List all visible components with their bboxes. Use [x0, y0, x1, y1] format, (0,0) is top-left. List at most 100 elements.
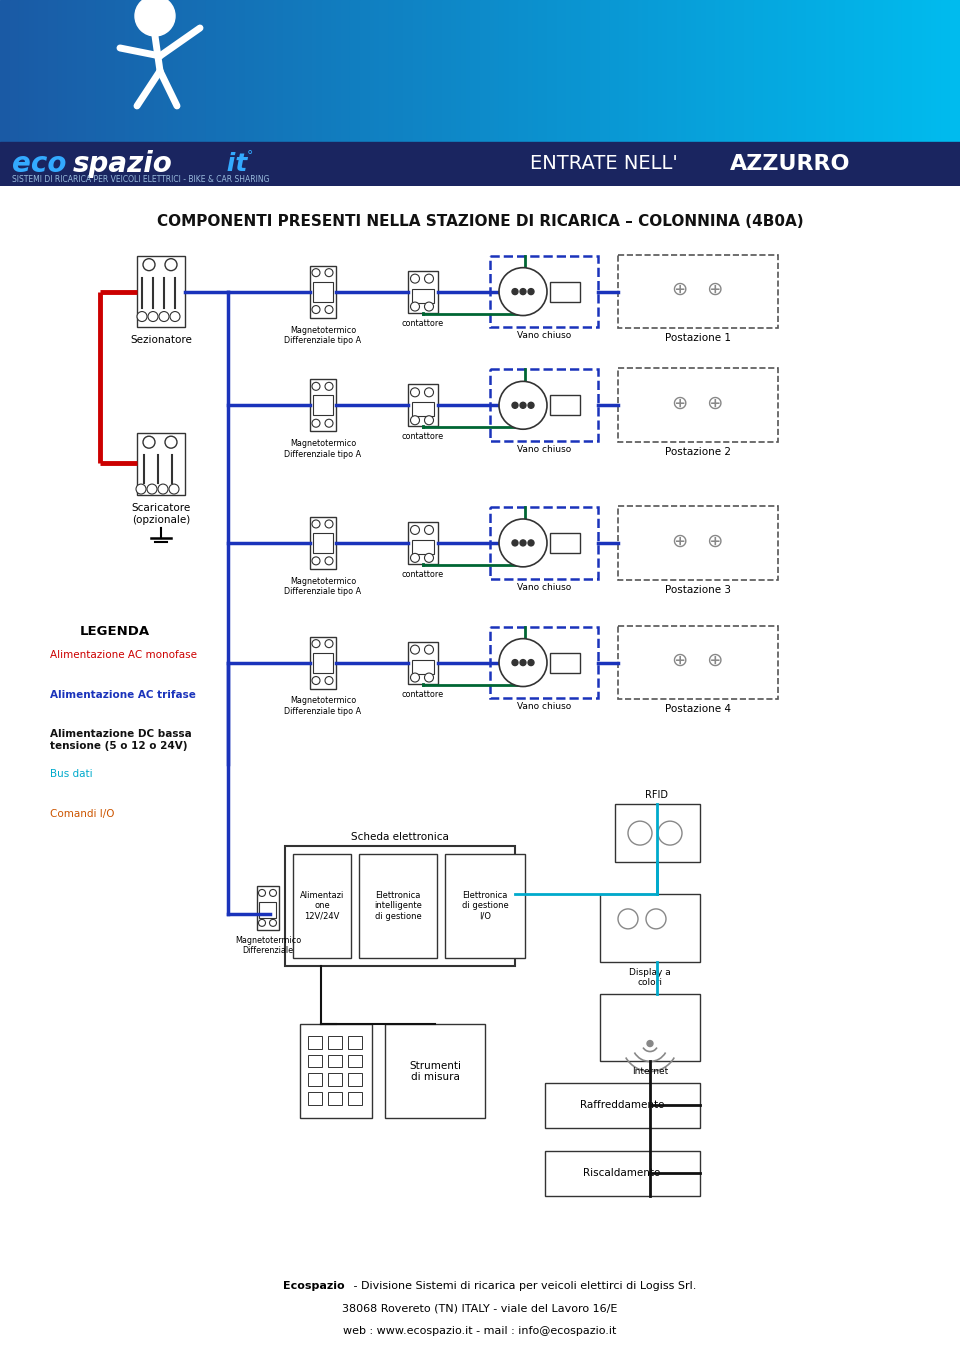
Circle shape — [424, 525, 434, 535]
Circle shape — [312, 419, 320, 427]
Bar — [403, 0, 409, 141]
Circle shape — [499, 381, 547, 430]
Bar — [254, 0, 260, 141]
Circle shape — [258, 889, 266, 897]
Text: Postazione 3: Postazione 3 — [665, 585, 731, 595]
Bar — [130, 0, 135, 141]
Bar — [490, 626, 598, 699]
Bar — [638, 0, 644, 141]
Bar — [91, 0, 97, 141]
Circle shape — [528, 288, 534, 295]
Circle shape — [143, 436, 155, 449]
Bar — [550, 533, 580, 552]
Bar — [302, 0, 308, 141]
Text: - Divisione Sistemi di ricarica per veicoli elettirci di Logiss Srl.: - Divisione Sistemi di ricarica per veic… — [350, 1281, 697, 1292]
Bar — [618, 626, 778, 699]
Bar — [792, 0, 798, 141]
Text: Scaricatore
(opzionale): Scaricatore (opzionale) — [132, 502, 191, 524]
Bar — [326, 0, 332, 141]
Bar — [308, 1036, 322, 1048]
Bar — [682, 0, 687, 141]
Bar — [811, 0, 817, 141]
Bar — [778, 0, 783, 141]
Bar — [269, 0, 275, 141]
Bar — [418, 0, 423, 141]
Bar — [192, 0, 198, 141]
Bar — [365, 0, 371, 141]
Bar — [550, 282, 580, 302]
Bar — [408, 523, 438, 564]
Bar — [211, 0, 217, 141]
Bar — [739, 0, 745, 141]
Bar — [730, 0, 735, 141]
Bar — [490, 369, 598, 442]
Bar — [830, 0, 836, 141]
Text: SISTEMI DI RICARICA PER VEICOLI ELETTRICI - BIKE & CAR SHARING: SISTEMI DI RICARICA PER VEICOLI ELETTRIC… — [12, 175, 270, 185]
Circle shape — [512, 403, 518, 408]
Bar — [398, 0, 404, 141]
Bar — [82, 0, 87, 141]
Bar — [67, 0, 73, 141]
Bar — [826, 0, 831, 141]
Bar — [749, 0, 755, 141]
Bar — [562, 0, 567, 141]
Bar — [614, 0, 620, 141]
Bar — [475, 0, 481, 141]
Bar — [618, 255, 778, 329]
Bar — [912, 0, 918, 141]
Bar — [888, 0, 894, 141]
Circle shape — [424, 645, 434, 655]
Text: Scheda elettronica: Scheda elettronica — [351, 832, 449, 842]
Circle shape — [520, 403, 526, 408]
Bar — [322, 0, 327, 141]
Text: Alimentazione AC trifase: Alimentazione AC trifase — [50, 690, 196, 699]
Circle shape — [499, 638, 547, 687]
Bar — [77, 0, 83, 141]
Text: eco: eco — [12, 150, 66, 178]
Bar — [797, 0, 803, 141]
Bar — [696, 0, 702, 141]
Bar — [715, 0, 721, 141]
Bar — [451, 0, 457, 141]
Bar — [528, 0, 534, 141]
Bar — [768, 0, 774, 141]
Bar — [53, 0, 59, 141]
Bar — [34, 0, 39, 141]
Text: ⊕   ⊕: ⊕ ⊕ — [672, 280, 724, 299]
Bar — [763, 0, 769, 141]
Text: Postazione 1: Postazione 1 — [665, 334, 731, 343]
Text: Alimentazione DC bassa
tensione (5 o 12 o 24V): Alimentazione DC bassa tensione (5 o 12 … — [50, 730, 192, 752]
Bar — [359, 854, 437, 958]
Bar — [821, 0, 827, 141]
Text: Alimentazi
one
12V/24V: Alimentazi one 12V/24V — [300, 890, 345, 921]
Bar — [533, 0, 539, 141]
Circle shape — [499, 519, 547, 567]
Circle shape — [512, 660, 518, 665]
Bar — [313, 533, 333, 552]
Bar — [456, 0, 462, 141]
Text: web : www.ecospazio.it - mail : info@ecospazio.it: web : www.ecospazio.it - mail : info@eco… — [344, 1325, 616, 1336]
Bar — [29, 0, 35, 141]
Circle shape — [312, 520, 320, 528]
Bar — [350, 0, 356, 141]
Circle shape — [528, 660, 534, 665]
Text: 38068 Rovereto (TN) ITALY - viale del Lavoro 16/E: 38068 Rovereto (TN) ITALY - viale del La… — [343, 1304, 617, 1313]
Text: contattore: contattore — [402, 432, 444, 442]
Bar — [538, 0, 543, 141]
Bar — [931, 0, 937, 141]
Bar — [509, 0, 515, 141]
Bar — [221, 0, 227, 141]
Bar — [662, 0, 668, 141]
Text: Display a
colori: Display a colori — [629, 967, 671, 987]
Bar — [893, 0, 899, 141]
Circle shape — [270, 920, 276, 927]
Text: Vano chiuso: Vano chiuso — [516, 583, 571, 591]
Bar — [408, 271, 438, 313]
Bar — [257, 886, 279, 929]
Text: Bus dati: Bus dati — [50, 769, 92, 780]
Text: spazio: spazio — [73, 150, 173, 178]
Text: AZZURRO: AZZURRO — [730, 154, 851, 174]
Bar — [869, 0, 875, 141]
Bar — [677, 0, 683, 141]
Bar — [101, 0, 107, 141]
